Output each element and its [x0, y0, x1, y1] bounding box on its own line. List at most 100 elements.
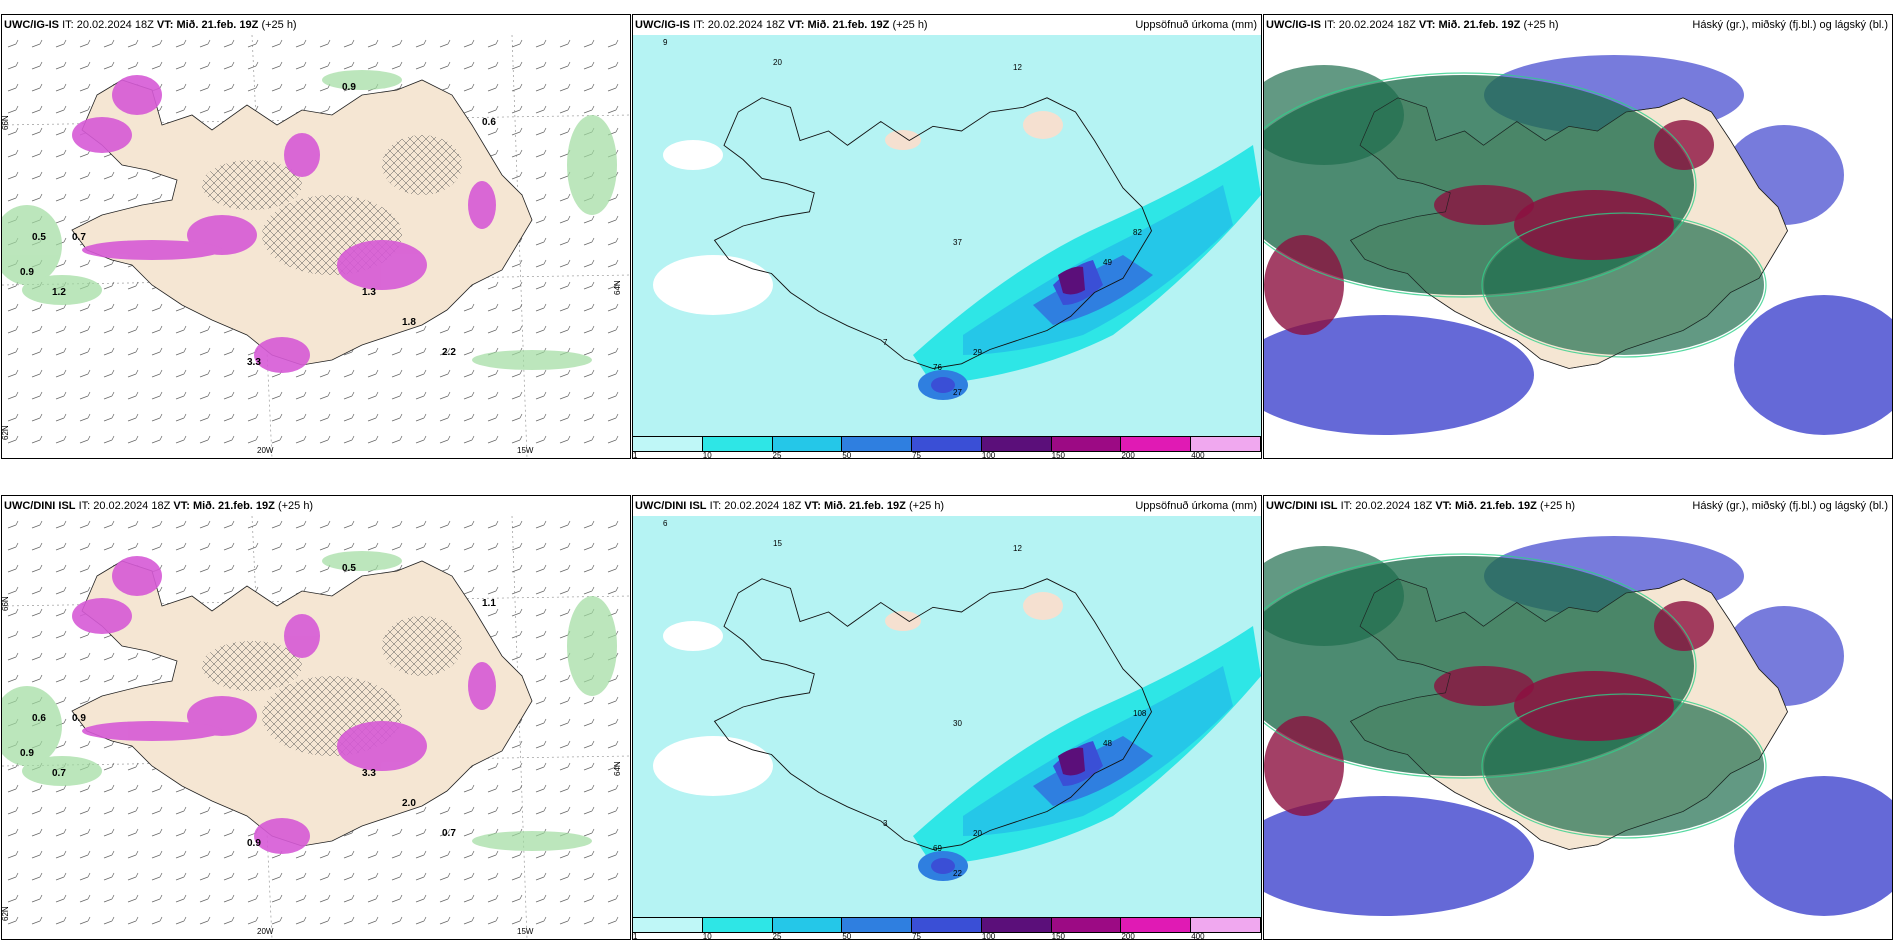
precip-contours: [913, 626, 1261, 881]
colorbar-label: 400: [1191, 932, 1205, 940]
colorbar-cell: [633, 918, 703, 932]
map-area: 9 7 12 20 37 49 82 76 29 27: [633, 35, 1261, 436]
precip-value: 12: [1013, 544, 1022, 553]
model-name: UWC/DINI ISL: [1266, 500, 1338, 512]
colorbar-cell: [702, 437, 773, 451]
vt-value: Mið. 21.feb. 19Z: [823, 500, 906, 512]
precip-value: 20: [973, 829, 982, 838]
colorbar-cell: [633, 437, 703, 451]
value-label: 3.3: [247, 357, 261, 368]
map-panel-wind: UWC/IG-IS IT: 20.02.2024 18Z VT: Mið. 21…: [1, 14, 631, 459]
precip-value: 76: [933, 363, 942, 372]
colorbar-label: 100: [981, 932, 996, 940]
it-value: 20.02.2024 18Z: [76, 19, 154, 31]
precip-value: 82: [1133, 228, 1142, 237]
field-title: Háský (gr.), miðský (fj.bl.) og lágský (…: [1692, 500, 1888, 512]
it-label: IT:: [709, 500, 722, 512]
precip-value: 3: [883, 819, 888, 828]
value-label: 0.9: [247, 838, 261, 849]
it-value: 20.02.2024 18Z: [1355, 500, 1433, 512]
it-value: 20.02.2024 18Z: [93, 500, 171, 512]
map-area: 0.9 0.5 0.7 1.2 0.6 0.9 1.3 1.8 2.2 3.3 20W 15W 66N 6…: [2, 34, 630, 458]
vt-value: Mið. 21.feb. 19Z: [1438, 19, 1521, 31]
value-label: 0.6: [482, 117, 496, 128]
precip-value: 108: [1133, 709, 1147, 718]
lead-time: (+25 h): [908, 500, 945, 512]
vt-label: VT:: [173, 500, 190, 512]
precip-value: 20: [773, 58, 782, 67]
vt-label: VT:: [787, 19, 805, 31]
value-label: 2.0: [402, 798, 416, 809]
value-label: 0.6: [32, 713, 46, 724]
precip-contours: [913, 145, 1261, 400]
map-panel-cloud: UWC/DINI ISL IT: 20.02.2024 18Z VT: Mið.…: [1263, 495, 1893, 940]
panel-header: UWC/DINI ISL IT: 20.02.2024 18Z VT: Mið.…: [1264, 496, 1892, 516]
colorbar-cell: [842, 918, 913, 932]
vt-value: Mið. 21.feb. 19Z: [1454, 500, 1537, 512]
map-area: 6 3 12 15 30 48 108 69 20 22: [633, 516, 1261, 917]
precip-value: 29: [973, 348, 982, 357]
value-label: 2.2: [442, 347, 456, 358]
colorbar-label: 50: [842, 451, 852, 459]
wind-map: 0.9 0.5 0.7 1.2 0.6 0.9 1.3 1.8 2.2 3.3 20W 15W 66N 6…: [2, 34, 630, 458]
panel-header: UWC/IG-IS IT: 20.02.2024 18Z VT: Mið. 21…: [1264, 15, 1892, 35]
field-title: Uppsöfnuð úrkoma (mm): [1135, 500, 1257, 512]
lead-time: (+25 h): [1523, 19, 1559, 31]
lead-time: (+25 h): [277, 500, 314, 512]
lat-label: 64N: [613, 280, 622, 295]
it-label: IT:: [1324, 19, 1336, 31]
lead-time: (+25 h): [261, 19, 297, 31]
vt-label: VT:: [156, 19, 174, 31]
colorbar-label: 400: [1191, 451, 1205, 459]
it-label: IT:: [78, 500, 91, 512]
colorbar-label: 50: [842, 932, 852, 940]
colorbar-cell: [981, 437, 1052, 451]
colorbar-label: 150: [1051, 451, 1066, 459]
precip-map: 9 7 12 20 37 49 82 76 29 27: [633, 35, 1261, 436]
precip-value: 9: [663, 38, 668, 47]
colorbar-cell: [1191, 918, 1261, 932]
axis-labels: 20W 15W 66N 64N 62N: [2, 596, 622, 936]
lead-time: (+25 h): [892, 19, 928, 31]
colorbar-labels: 1 10 25 50 75 100 150 200 400: [633, 932, 1261, 940]
panel-header: UWC/IG-IS IT: 20.02.2024 18Z VT: Mið. 21…: [2, 15, 630, 35]
iceland-coast: [1350, 97, 1788, 369]
precip-value: 7: [883, 338, 888, 347]
vt-value: Mið. 21.feb. 19Z: [192, 500, 275, 512]
value-label: 0.9: [342, 82, 356, 93]
mid-cloud-areas: [1264, 120, 1714, 335]
value-label: 0.9: [72, 713, 86, 724]
value-label: 0.5: [32, 232, 46, 243]
it-value: 20.02.2024 18Z: [1338, 19, 1416, 31]
precip-value: 15: [773, 539, 782, 548]
colorbar-label: 200: [1121, 451, 1135, 459]
map-panel-precip: UWC/DINI ISL IT: 20.02.2024 18Z VT: Mið.…: [632, 495, 1262, 940]
map-panel-precip: UWC/IG-IS IT: 20.02.2024 18Z VT: Mið. 21…: [632, 14, 1262, 459]
colorbar-cell: [1051, 918, 1122, 932]
value-label: 0.9: [20, 267, 34, 278]
value-label: 3.3: [362, 768, 376, 779]
colorbar-cell: [1191, 437, 1261, 451]
colorbar-cell: [1121, 918, 1192, 932]
colorbar-cell: [912, 918, 982, 932]
colorbar-label: 10: [702, 451, 712, 459]
colorbar-cell: [702, 918, 773, 932]
panel-header: UWC/DINI ISL IT: 20.02.2024 18Z VT: Mið.…: [2, 496, 630, 516]
precip-value: 12: [1013, 63, 1022, 72]
value-label: 0.7: [52, 768, 66, 779]
dry-land: [885, 111, 1063, 150]
vt-label: VT:: [804, 500, 821, 512]
colorbar-label: 75: [912, 451, 922, 459]
cloud-map: [1264, 35, 1892, 458]
dry-areas: [653, 621, 773, 796]
value-label: 0.7: [442, 828, 456, 839]
precip-value: 30: [953, 719, 962, 728]
colorbar-label: 75: [912, 932, 922, 940]
dry-land: [885, 592, 1063, 631]
lat-label: 62N: [2, 906, 10, 921]
value-labels: 0.5 0.6 0.9 0.7 1.1 0.9 3.3 2.0 0.7 0.9: [20, 563, 496, 849]
it-value: 20.02.2024 18Z: [724, 500, 802, 512]
precip-value: 22: [953, 869, 962, 878]
colorbar-cell: [842, 437, 913, 451]
vt-label: VT:: [1435, 500, 1452, 512]
